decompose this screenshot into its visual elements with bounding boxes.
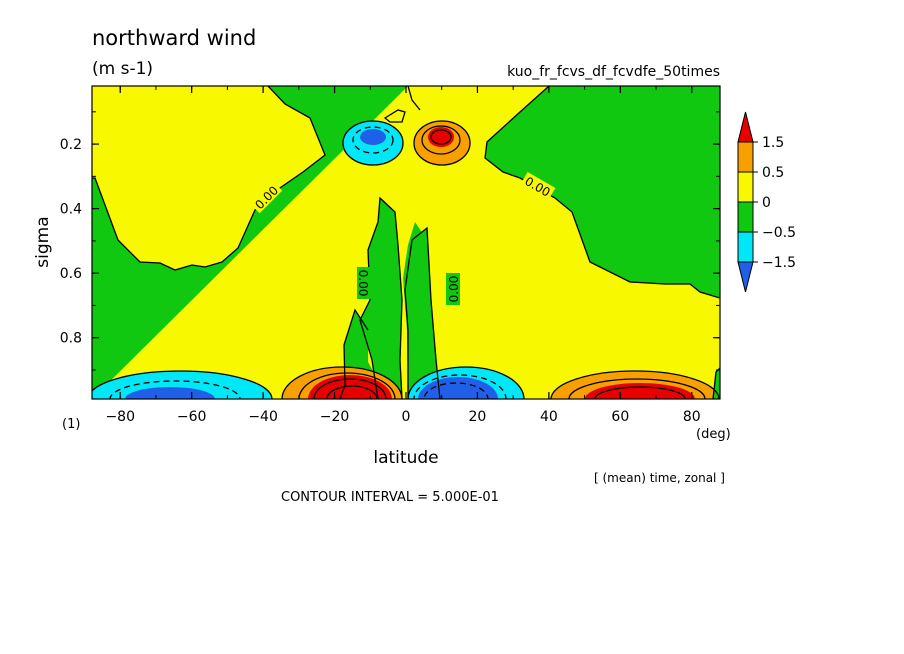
colorbar-segment: [737, 201, 754, 233]
y-tick-label: 0.2: [60, 137, 82, 153]
zero-contour-label-group: 0.00 0.00 0.00 0.00: [249, 171, 556, 305]
colorbar-label: 0: [762, 195, 771, 211]
colorbar-label: −0.5: [762, 225, 796, 241]
chart-title: northward wind: [92, 26, 256, 50]
colorbar-segment: [737, 141, 754, 173]
x-tick-label: −60: [177, 409, 207, 425]
contour-field: 0.00 0.00 0.00 0.00: [92, 86, 720, 399]
colorbar-label: 0.5: [762, 165, 784, 181]
panel-tag: (1): [62, 417, 80, 432]
colorbar-segment: [737, 231, 754, 263]
colorbar-label: −1.5: [762, 255, 796, 271]
x-tick-label: 20: [469, 409, 487, 425]
x-tick-label: −20: [320, 409, 350, 425]
x-tick-label: −40: [248, 409, 278, 425]
fill-negative-corner: [713, 368, 720, 399]
y-axis: 0.2 0.4 0.6 0.8: [60, 111, 720, 371]
averaging-note: [ (mean) time, zonal ]: [594, 471, 725, 485]
x-tick-label: −80: [105, 409, 135, 425]
zero-contour-label: 0.00: [356, 270, 370, 297]
zero-contour-label: 0.00: [447, 276, 461, 303]
zero-contours: [92, 86, 720, 399]
x-tick-label: 40: [540, 409, 558, 425]
contour-interval: CONTOUR INTERVAL = 5.000E-01: [281, 490, 499, 505]
fill-red-lower-nh: [585, 383, 695, 399]
fill-blue-upper: [360, 129, 386, 145]
colorbar-max-triangle: [737, 111, 754, 143]
fill-blue-lower-sh: [125, 387, 215, 399]
colorbar: 1.5 0.5 0 −0.5 −1.5: [737, 111, 796, 293]
fill-negative-tongue: [360, 198, 402, 399]
fill-positive-pocket: [385, 110, 405, 122]
x-axis-label: latitude: [373, 448, 438, 468]
fill-positive-weak: [92, 86, 720, 399]
contour-lines: [92, 120, 720, 399]
colorbar-segment: [737, 171, 754, 203]
y-tick-label: 0.8: [60, 331, 82, 347]
experiment-name: kuo_fr_fcvs_df_fcvdfe_50times: [507, 64, 720, 80]
y-tick-label: 0.4: [60, 202, 82, 218]
colorbar-label: 1.5: [762, 135, 784, 151]
y-axis-label: sigma: [33, 216, 53, 267]
y-tick-label: 0.6: [60, 266, 82, 282]
fill-negative-tongue: [405, 228, 440, 399]
x-axis: −80 −60 −40 −20 0 20 40 60 80: [105, 86, 701, 425]
colorbar-min-triangle: [737, 261, 754, 293]
chart-units: (m s-1): [92, 59, 153, 79]
x-axis-unit: (deg): [696, 427, 731, 442]
x-tick-label: 60: [611, 409, 629, 425]
x-tick-label: 0: [402, 409, 411, 425]
x-tick-label: 80: [683, 409, 701, 425]
